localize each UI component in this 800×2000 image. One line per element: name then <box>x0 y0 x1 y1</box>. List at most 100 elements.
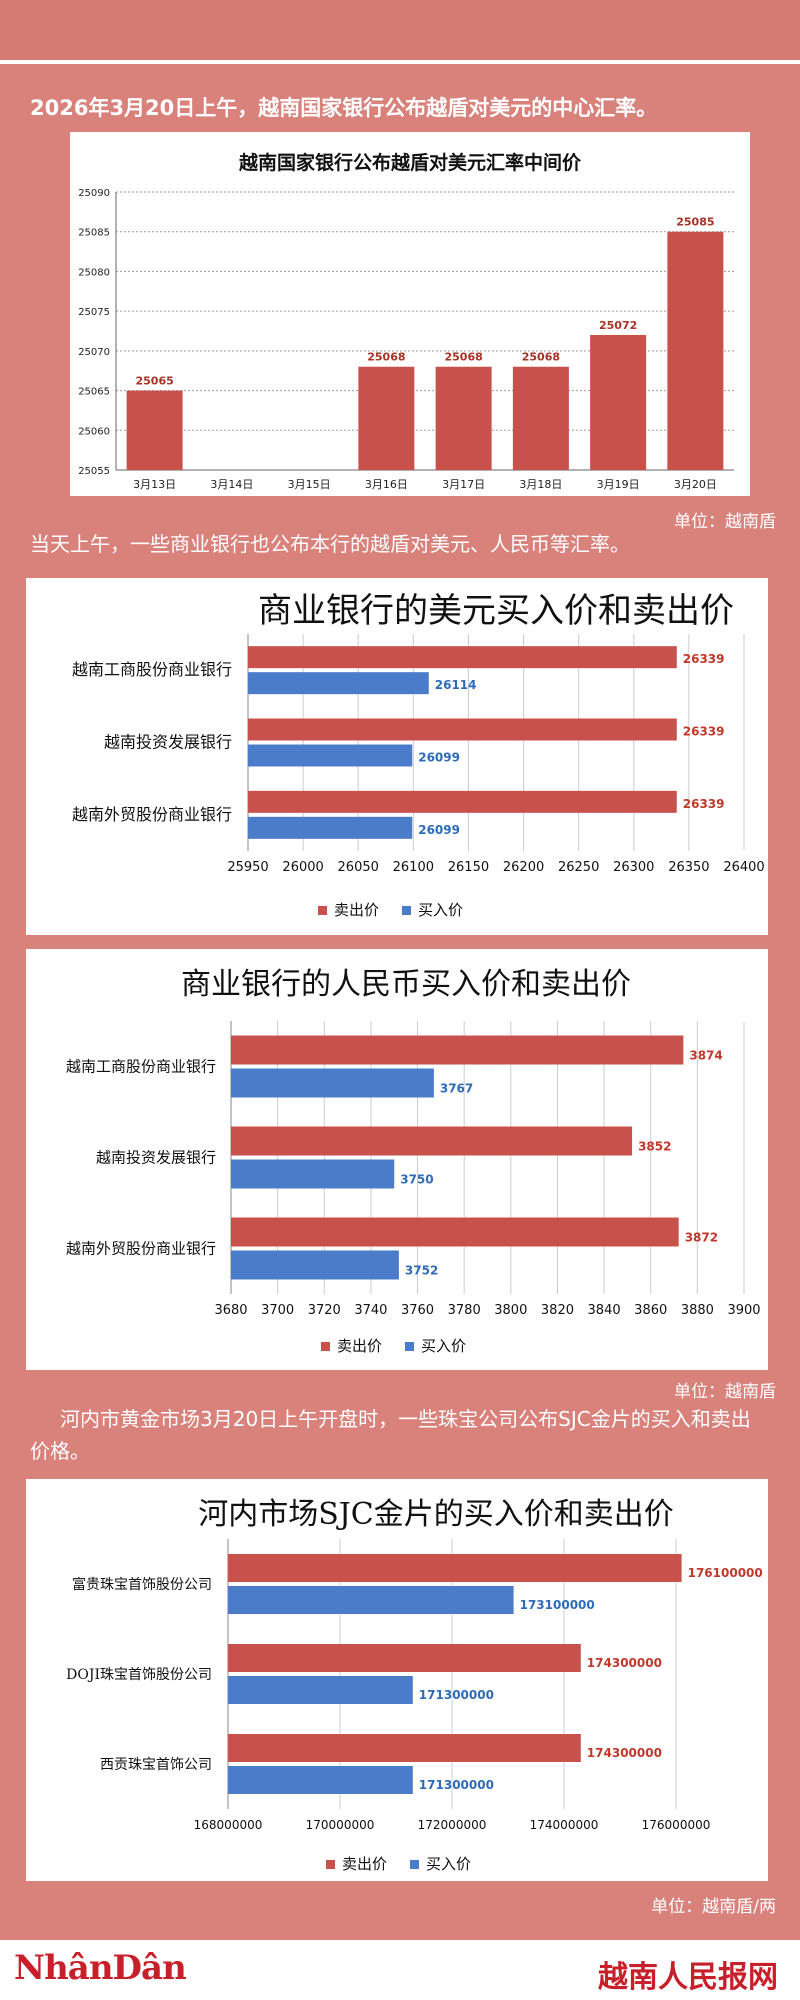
x-tick-label: 26350 <box>668 860 709 875</box>
x-tick-label: 174000000 <box>530 1818 599 1832</box>
y-tick-label: 25060 <box>78 426 110 437</box>
x-tick-label: 26000 <box>282 860 323 875</box>
usd-bank-rate-chart: 商业银行的美元买入价和卖出价 25950 26000 26050 26100 26150 2… <box>72 591 765 919</box>
buy-bar <box>228 1586 514 1614</box>
bar <box>667 231 724 470</box>
y-tick-label: 25085 <box>78 228 110 239</box>
legend-label-sell: 卖出价 <box>342 1855 387 1873</box>
cny-bank-rate-chart: 商业银行的人民币买入价和卖出价 3680 3700 3720 3740 3760 3780 3… <box>66 967 761 1355</box>
sell-data-label: 26339 <box>683 652 725 666</box>
buy-data-label: 26099 <box>418 823 460 837</box>
chart-title: 商业银行的美元买入价和卖出价 <box>258 591 734 631</box>
footer: NhânDân 越南人民报网 <box>0 1940 800 2000</box>
buy-bar <box>228 1766 413 1794</box>
x-tick-label: 3680 <box>214 1303 247 1318</box>
sell-bar <box>228 1554 682 1582</box>
buy-bar <box>231 1068 434 1098</box>
x-tick-label: 26400 <box>723 860 764 875</box>
category-label: 越南工商股份商业银行 <box>66 1058 216 1076</box>
buy-bar <box>231 1159 395 1189</box>
x-tick-label: 3月19日 <box>597 478 640 491</box>
top-divider <box>0 60 800 64</box>
legend-swatch-sell <box>318 906 327 915</box>
bar <box>590 334 647 470</box>
bar <box>512 366 569 470</box>
x-tick-label: 3880 <box>681 1303 714 1318</box>
x-tick-label: 170000000 <box>306 1818 375 1832</box>
x-tick-label: 3840 <box>588 1303 621 1318</box>
category-label: 越南投资发展银行 <box>96 1149 216 1167</box>
legend-swatch-buy <box>405 1342 414 1351</box>
buy-bar <box>248 816 413 839</box>
buy-data-label: 3767 <box>440 1082 473 1096</box>
bar <box>126 390 183 470</box>
x-tick-label: 3月20日 <box>674 478 717 491</box>
intro-text-2: 当天上午，一些商业银行也公布本行的越盾对美元、人民币等汇率。 <box>30 532 630 556</box>
x-tick-label: 3700 <box>261 1303 294 1318</box>
legend-swatch-buy <box>402 906 411 915</box>
buy-data-label: 3752 <box>405 1264 438 1278</box>
sell-bar <box>231 1035 684 1065</box>
chart-panel-1: 越南国家银行公布越盾对美元汇率中间价 25055 25060 25065 25070 25… <box>70 132 750 496</box>
unit-label-1: 单位：越南盾 <box>674 512 776 532</box>
x-tick-label: 168000000 <box>194 1818 263 1832</box>
x-tick-label: 3900 <box>727 1303 760 1318</box>
x-tick-label: 3月18日 <box>519 478 562 491</box>
site-name: 越南人民报网 <box>598 1960 778 1995</box>
sell-bar <box>228 1644 581 1672</box>
x-tick-label: 26250 <box>558 860 599 875</box>
sell-data-label: 174300000 <box>587 1656 662 1670</box>
x-tick-label: 3月15日 <box>288 478 331 491</box>
x-tick-label: 3740 <box>354 1303 387 1318</box>
chart-panel-4: 河内市场SJC金片的买入价和卖出价 168000000 170000000 17200… <box>26 1479 768 1881</box>
legend-swatch-buy <box>410 1860 419 1869</box>
sell-bar <box>248 718 677 741</box>
x-tick-label: 26050 <box>338 860 379 875</box>
x-tick-label: 25950 <box>227 860 268 875</box>
x-tick-label: 26300 <box>613 860 654 875</box>
sell-bar <box>231 1217 679 1247</box>
sell-bar <box>231 1126 633 1156</box>
category-label: 富贵珠宝首饰股份公司 <box>72 1576 212 1593</box>
x-tick-label: 3月14日 <box>210 478 253 491</box>
buy-bar <box>231 1250 399 1280</box>
legend-label-buy: 买入价 <box>418 901 463 919</box>
data-label: 25068 <box>522 351 560 364</box>
x-tick-label: 176000000 <box>642 1818 711 1832</box>
buy-data-label: 26099 <box>418 751 460 765</box>
legend-swatch-sell <box>326 1860 335 1869</box>
data-label: 25068 <box>444 351 482 364</box>
buy-data-label: 26114 <box>435 678 477 692</box>
data-label: 25085 <box>676 216 714 229</box>
x-tick-label: 3800 <box>494 1303 527 1318</box>
y-tick-label: 25075 <box>78 307 110 318</box>
sell-data-label: 176100000 <box>688 1566 763 1580</box>
category-label: DOJI珠宝首饰股份公司 <box>66 1667 212 1683</box>
unit-label-2: 单位：越南盾 <box>674 1382 776 1402</box>
x-tick-label: 26150 <box>448 860 489 875</box>
x-tick-label: 3780 <box>448 1303 481 1318</box>
sell-data-label: 3874 <box>689 1049 722 1063</box>
x-tick-label: 3720 <box>308 1303 341 1318</box>
category-label: 越南外贸股份商业银行 <box>72 805 232 824</box>
legend-label-sell: 卖出价 <box>334 901 379 919</box>
sell-data-label: 26339 <box>683 725 725 739</box>
unit-label-3: 单位：越南盾/两 <box>651 1897 776 1917</box>
sell-data-label: 3852 <box>638 1140 671 1154</box>
chart-title: 河内市场SJC金片的买入价和卖出价 <box>198 1497 674 1532</box>
x-tick-label: 3月13日 <box>133 478 176 491</box>
legend-label-buy: 买入价 <box>421 1337 466 1355</box>
y-tick-label: 25055 <box>78 466 110 477</box>
category-label: 越南外贸股份商业银行 <box>66 1240 216 1258</box>
legend-label-buy: 买入价 <box>426 1855 471 1873</box>
category-label: 西贡珠宝首饰公司 <box>100 1757 212 1773</box>
data-label: 25065 <box>135 375 173 388</box>
sell-data-label: 3872 <box>685 1231 718 1245</box>
legend-swatch-sell <box>321 1342 330 1351</box>
y-tick-label: 25065 <box>78 387 110 398</box>
x-tick-label: 172000000 <box>418 1818 487 1832</box>
data-label: 25072 <box>599 319 637 332</box>
buy-data-label: 3750 <box>400 1173 433 1187</box>
chart-title: 越南国家银行公布越盾对美元汇率中间价 <box>238 151 582 174</box>
buy-data-label: 171300000 <box>419 1688 494 1702</box>
